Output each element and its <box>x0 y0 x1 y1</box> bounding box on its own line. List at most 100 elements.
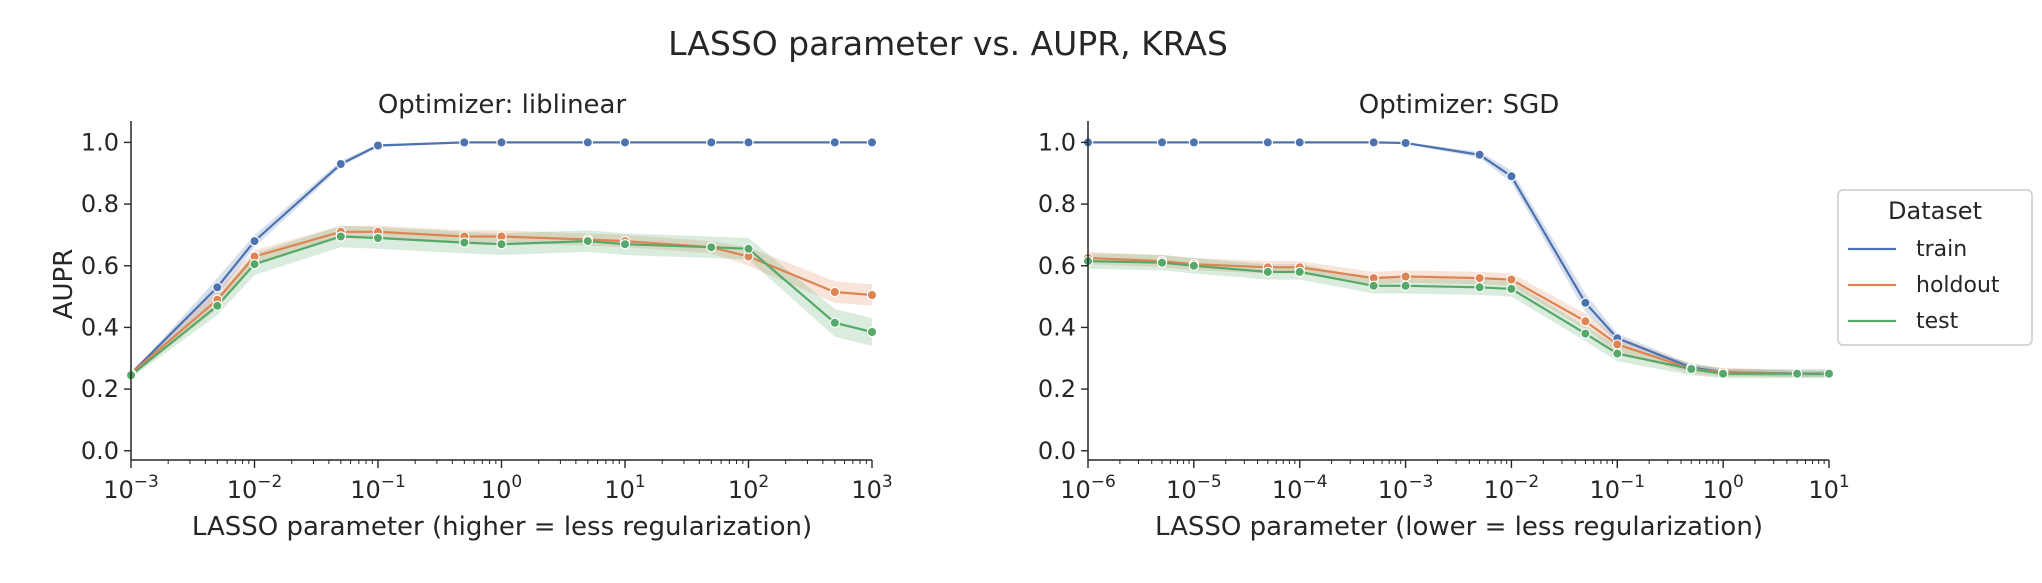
legend: Dataset train holdout test <box>1837 189 2033 346</box>
series-markers <box>125 137 878 381</box>
x-tick-label: 10−1 <box>350 472 406 504</box>
data-point-test <box>1686 363 1697 375</box>
data-point-test <box>1156 257 1168 268</box>
data-point-test <box>1823 368 1835 379</box>
data-point-test <box>496 238 507 250</box>
legend-frame <box>1837 189 2033 346</box>
data-point-test <box>1717 368 1729 379</box>
y-tick-label: 1.0 <box>1038 128 1076 156</box>
series-line-train <box>1088 141 1829 375</box>
data-point-train <box>619 137 631 148</box>
data-point-train <box>829 137 841 148</box>
data-point-test <box>1294 266 1305 278</box>
x-tick-label: 101 <box>1808 472 1849 504</box>
y-tick-label: 0.4 <box>81 313 119 341</box>
data-point-train <box>1368 137 1379 148</box>
data-point-holdout <box>829 286 841 298</box>
data-point-test <box>1612 348 1623 359</box>
x-tick-label: 102 <box>728 472 769 504</box>
legend-entries: train holdout test <box>1848 237 2000 334</box>
y-tick-label: 1.0 <box>81 128 119 156</box>
data-point-test <box>335 231 346 242</box>
x-tick-label: 101 <box>604 472 645 504</box>
data-point-test <box>706 241 717 253</box>
x-tick-label: 10−3 <box>103 472 159 504</box>
data-point-test <box>1506 283 1517 295</box>
data-point-train <box>582 137 594 148</box>
data-point-test <box>1474 282 1485 293</box>
data-point-test <box>1791 368 1803 379</box>
panel-sgd: Optimizer: SGD LASSO parameter (lower = … <box>1038 90 1850 542</box>
x-axis-label: LASSO parameter (lower = less regulariza… <box>1155 512 1763 542</box>
data-point-train <box>1400 137 1411 149</box>
y-tick-label: 0.6 <box>1038 252 1076 280</box>
x-tick-label: 10−3 <box>1378 472 1434 504</box>
data-point-test <box>1368 280 1379 291</box>
x-tick-label: 10−1 <box>1589 472 1645 504</box>
data-point-train <box>459 137 470 148</box>
panel-title: Optimizer: SGD <box>1359 90 1560 120</box>
data-point-holdout <box>1474 272 1485 284</box>
data-point-test <box>829 317 841 328</box>
y-tick-label: 0.8 <box>81 190 119 218</box>
data-point-holdout <box>1506 274 1517 285</box>
data-point-holdout <box>1400 271 1411 282</box>
data-point-train <box>1294 137 1305 148</box>
data-point-train <box>706 137 717 148</box>
data-point-train <box>1474 149 1485 160</box>
data-point-holdout <box>1580 316 1591 327</box>
y-tick-label: 0.2 <box>81 375 119 403</box>
axes: 0.0 0.2 0.4 0.6 0.8 1.0 10−6 10−5 10−4 10−3 10−2 10… <box>1038 121 1850 504</box>
data-point-train <box>372 140 384 151</box>
data-point-train <box>1262 137 1274 148</box>
y-axis-label: AUPR <box>49 249 79 320</box>
x-tick-label: 10−2 <box>1484 472 1540 504</box>
data-point-train <box>1580 297 1591 308</box>
panel-liblinear: Optimizer: liblinear AUPR LASSO paramete… <box>49 90 893 542</box>
x-tick-label: 10−5 <box>1166 472 1222 504</box>
legend-label-holdout: holdout <box>1916 273 2000 298</box>
data-point-test <box>1188 260 1200 271</box>
x-tick-label: 100 <box>481 472 522 504</box>
data-point-test <box>582 235 594 247</box>
x-tick-label: 10−4 <box>1272 472 1328 504</box>
series-markers <box>1082 137 1835 379</box>
legend-label-train: train <box>1916 237 1967 262</box>
data-point-train <box>1156 137 1168 148</box>
data-point-test <box>619 238 631 250</box>
data-point-test <box>212 300 223 311</box>
data-point-test <box>372 232 384 244</box>
data-point-test <box>1262 266 1274 278</box>
data-point-test <box>249 259 260 270</box>
figure-title: LASSO parameter vs. AUPR, KRAS <box>668 24 1228 63</box>
data-point-train <box>743 137 754 148</box>
data-point-holdout <box>1612 339 1623 350</box>
legend-label-test: test <box>1916 309 1959 334</box>
data-point-test <box>743 243 754 254</box>
y-tick-label: 0.0 <box>81 437 119 465</box>
data-point-test <box>459 237 470 248</box>
data-point-train <box>249 235 260 247</box>
y-tick-label: 0.0 <box>1038 437 1076 465</box>
x-tick-label: 103 <box>851 472 892 504</box>
data-point-train <box>1188 137 1200 148</box>
ci-bands <box>1088 142 1829 379</box>
x-axis-label: LASSO parameter (higher = less regulariz… <box>192 512 812 542</box>
data-point-train <box>496 137 507 148</box>
x-tick-label: 10−6 <box>1060 472 1116 504</box>
y-tick-label: 0.4 <box>1038 313 1076 341</box>
x-tick-label: 100 <box>1702 472 1743 504</box>
data-point-test <box>1400 280 1411 291</box>
data-point-train <box>866 137 878 148</box>
y-tick-label: 0.8 <box>1038 190 1076 218</box>
panel-title: Optimizer: liblinear <box>378 90 627 120</box>
axes: 0.0 0.2 0.4 0.6 0.8 1.0 10−3 10−2 10−1 100 101 102 1… <box>81 121 893 504</box>
legend-title: Dataset <box>1888 197 1982 225</box>
data-point-train <box>335 158 346 170</box>
x-tick-label: 10−2 <box>227 472 283 504</box>
series-lines <box>1087 141 1829 375</box>
data-point-test <box>866 326 878 338</box>
data-point-holdout <box>866 289 878 301</box>
data-point-test <box>1580 328 1591 339</box>
